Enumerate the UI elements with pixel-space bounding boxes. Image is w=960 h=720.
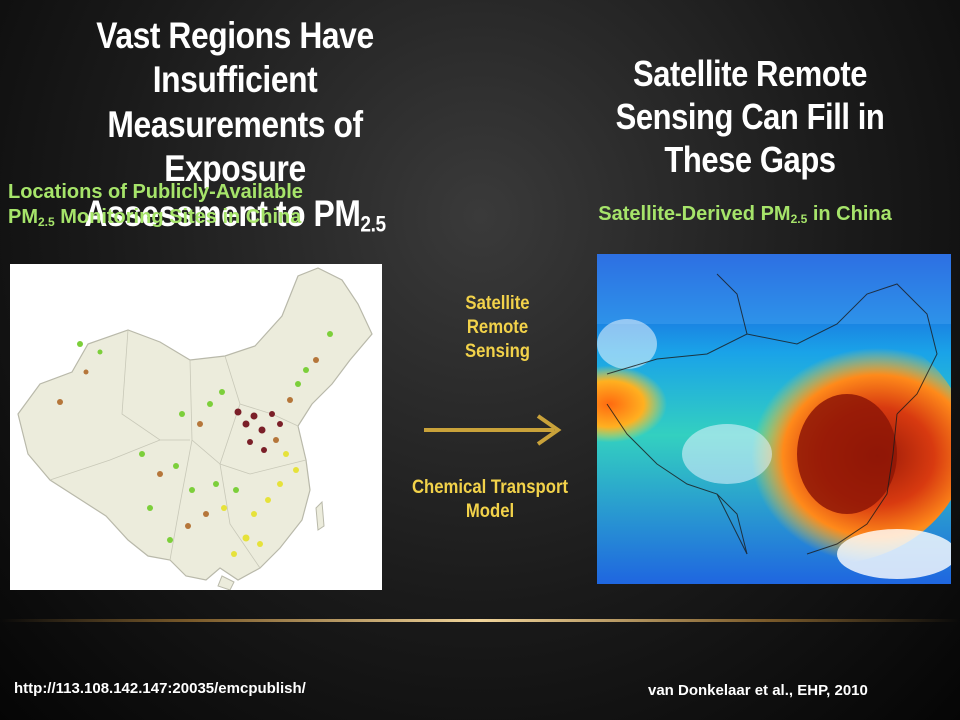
satellite-remote-sensing-label: Satellite Remote Sensing (421, 292, 575, 363)
method2-line1: Chemical Transport (411, 477, 569, 498)
left-title-line2: Measurements of Exposure (107, 103, 363, 190)
satellite-pm-caption: Satellite-Derived PM2.5 in China (530, 203, 960, 226)
left-title-line3-sub: 2.5 (360, 211, 386, 237)
caption-pm-sub: 2.5 (38, 215, 55, 229)
method1-line1: Satellite (465, 293, 530, 314)
source-url: http://113.108.142.147:20035/emcpublish/ (14, 680, 306, 697)
monitoring-site-markers (57, 331, 333, 557)
left-title-line1: Vast Regions Have Insufficient (96, 15, 374, 101)
right-title: Satellite Remote Sensing Can Fill in The… (587, 52, 914, 182)
right-title-line2: Sensing Can Fill in (615, 96, 885, 138)
chemical-transport-model-label: Chemical Transport Model (384, 476, 595, 524)
satellite-caption-sub: 2.5 (790, 212, 808, 226)
satellite-caption-post: in China (807, 203, 892, 225)
caption-pm: PM (8, 206, 38, 228)
satellite-pm-map (577, 254, 960, 584)
monitoring-sites-caption-line1: Locations of Publicly-Available (8, 181, 303, 203)
right-arrow-icon (424, 414, 562, 446)
right-title-line1: Satellite Remote (632, 53, 868, 94)
right-title-line3: These Gaps (664, 139, 836, 181)
method1-line2: Remote (466, 316, 529, 338)
left-title-line3: Assessment to PM2.5 (33, 192, 437, 236)
monitoring-sites-caption: Locations of Publicly-Available PM2.5 Mo… (8, 180, 428, 230)
left-title: Vast Regions Have Insufficient Measureme… (33, 14, 437, 236)
satellite-heatmap (577, 254, 960, 584)
china-outline-map (10, 264, 382, 591)
citation: van Donkelaar et al., EHP, 2010 (648, 682, 868, 699)
gold-divider (0, 619, 960, 622)
left-title-line3-main: Assessment to PM (84, 192, 361, 234)
caption-rest: Monitoring Sites in China (54, 206, 302, 228)
monitoring-sites-map (10, 264, 382, 591)
satellite-caption-pre: Satellite-Derived PM (598, 203, 791, 225)
monitoring-sites-caption-line2: PM2.5 Monitoring Sites in China (8, 205, 428, 230)
method2-line2: Model (465, 500, 515, 522)
method1-line3: Sensing (464, 340, 531, 362)
